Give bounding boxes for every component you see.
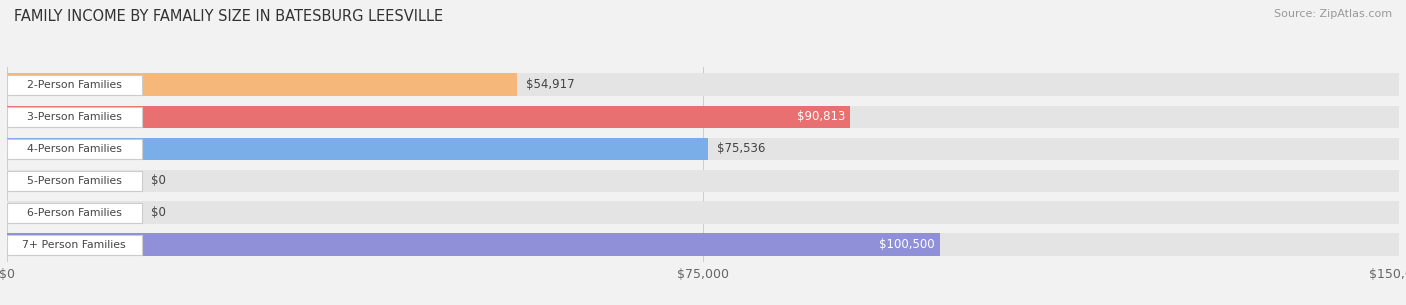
- Text: $54,917: $54,917: [526, 78, 575, 91]
- Bar: [7, 234, 1399, 256]
- Bar: [7, 107, 142, 127]
- Bar: [7, 202, 1399, 224]
- Bar: [7, 106, 849, 128]
- Bar: [7, 234, 939, 256]
- Text: 4-Person Families: 4-Person Families: [27, 144, 122, 154]
- Bar: [7, 170, 1399, 192]
- Text: 2-Person Families: 2-Person Families: [27, 80, 122, 90]
- Bar: [7, 75, 142, 95]
- Bar: [7, 138, 1399, 160]
- Bar: [7, 74, 1399, 96]
- Bar: [7, 171, 142, 191]
- Bar: [7, 235, 142, 255]
- Bar: [7, 203, 142, 223]
- Bar: [7, 74, 516, 96]
- Text: 7+ Person Families: 7+ Person Families: [22, 240, 127, 250]
- Bar: [7, 138, 709, 160]
- Text: FAMILY INCOME BY FAMALIY SIZE IN BATESBURG LEESVILLE: FAMILY INCOME BY FAMALIY SIZE IN BATESBU…: [14, 9, 443, 24]
- Text: 6-Person Families: 6-Person Families: [27, 208, 122, 218]
- Text: 3-Person Families: 3-Person Families: [27, 112, 122, 122]
- Text: Source: ZipAtlas.com: Source: ZipAtlas.com: [1274, 9, 1392, 19]
- Text: $0: $0: [150, 206, 166, 219]
- Bar: [7, 139, 142, 159]
- Text: $0: $0: [150, 174, 166, 187]
- Text: $90,813: $90,813: [797, 110, 845, 123]
- Bar: [7, 106, 1399, 128]
- Text: $75,536: $75,536: [717, 142, 766, 155]
- Text: 5-Person Families: 5-Person Families: [27, 176, 122, 186]
- Text: $100,500: $100,500: [879, 238, 935, 251]
